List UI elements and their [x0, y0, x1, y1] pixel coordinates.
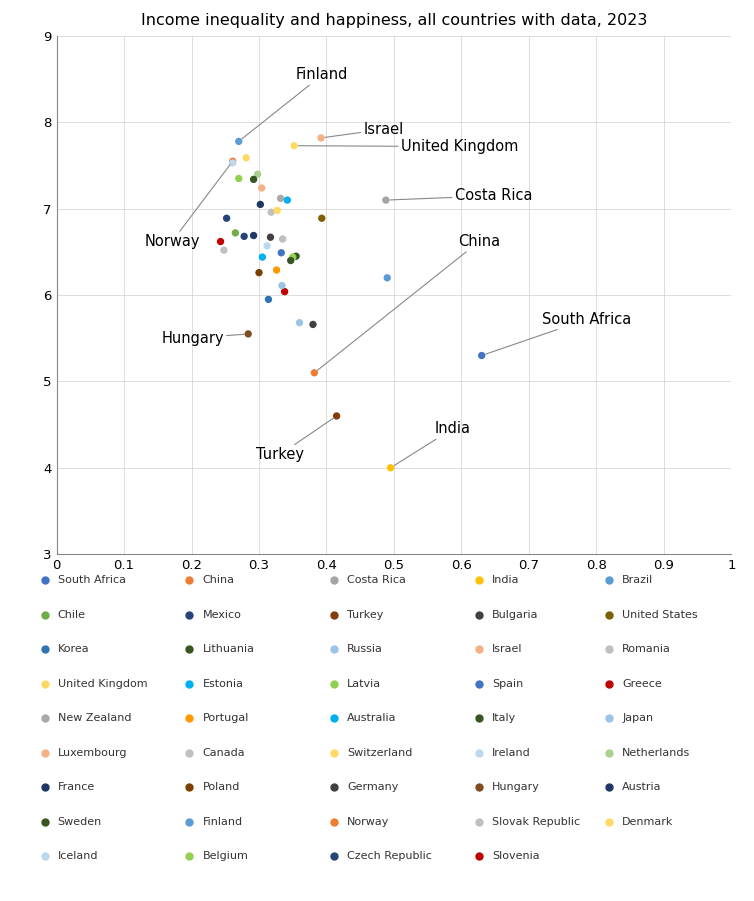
Text: Austria: Austria: [622, 782, 662, 792]
Point: [271, 263, 283, 278]
Point: [274, 191, 287, 205]
Text: Turkey: Turkey: [256, 418, 333, 462]
Text: Estonia: Estonia: [202, 678, 244, 688]
Point: [227, 156, 239, 170]
Text: Latvia: Latvia: [347, 678, 382, 688]
Point: [271, 204, 284, 218]
Point: [214, 234, 226, 249]
Text: Turkey: Turkey: [347, 610, 384, 620]
Point: [288, 139, 300, 153]
Point: [262, 292, 274, 306]
Text: Slovak Republic: Slovak Republic: [492, 817, 580, 827]
Point: [256, 250, 268, 264]
Text: Norway: Norway: [144, 165, 230, 249]
Text: Slovenia: Slovenia: [492, 851, 540, 861]
Text: Romania: Romania: [622, 644, 671, 654]
Text: Sweden: Sweden: [57, 817, 102, 827]
Point: [277, 232, 289, 246]
Text: United Kingdom: United Kingdom: [57, 678, 147, 688]
Point: [242, 327, 254, 341]
Text: India: India: [394, 422, 470, 466]
Point: [315, 131, 327, 145]
Point: [330, 409, 342, 423]
Point: [290, 249, 302, 263]
Text: Greece: Greece: [622, 678, 662, 688]
Text: United Kingdom: United Kingdom: [299, 139, 518, 154]
Point: [385, 460, 397, 475]
Text: Bulgaria: Bulgaria: [492, 610, 538, 620]
Point: [316, 211, 328, 225]
Text: France: France: [57, 782, 95, 792]
Text: Netherlands: Netherlands: [622, 748, 691, 758]
Text: China: China: [317, 234, 500, 370]
Point: [265, 230, 277, 244]
Point: [285, 253, 297, 268]
Text: Spain: Spain: [492, 678, 523, 688]
Text: Italy: Italy: [492, 714, 516, 724]
Text: Israel: Israel: [325, 122, 404, 137]
Point: [247, 172, 259, 187]
Point: [380, 193, 392, 207]
Text: Mexico: Mexico: [202, 610, 241, 620]
Text: Luxembourg: Luxembourg: [57, 748, 127, 758]
Point: [256, 181, 268, 196]
Text: Czech Republic: Czech Republic: [347, 851, 432, 861]
Point: [247, 228, 259, 242]
Title: Income inequality and happiness, all countries with data, 2023: Income inequality and happiness, all cou…: [141, 13, 647, 28]
Text: New Zealand: New Zealand: [57, 714, 131, 724]
Text: South Africa: South Africa: [486, 312, 632, 354]
Point: [275, 246, 287, 260]
Text: Canada: Canada: [202, 748, 245, 758]
Point: [261, 239, 273, 253]
Text: Iceland: Iceland: [57, 851, 98, 861]
Point: [265, 205, 277, 220]
Text: Norway: Norway: [347, 817, 390, 827]
Text: Costa Rica: Costa Rica: [347, 575, 406, 585]
Text: Brazil: Brazil: [622, 575, 654, 585]
Text: Costa Rica: Costa Rica: [390, 188, 532, 204]
Text: Chile: Chile: [57, 610, 86, 620]
Point: [218, 243, 230, 258]
Point: [308, 366, 320, 380]
Text: Finland: Finland: [202, 817, 243, 827]
Text: China: China: [202, 575, 234, 585]
Point: [281, 193, 293, 207]
Text: Poland: Poland: [202, 782, 240, 792]
Point: [221, 211, 233, 225]
Point: [254, 197, 266, 212]
Text: India: India: [492, 575, 520, 585]
Text: Switzerland: Switzerland: [347, 748, 412, 758]
Point: [240, 150, 252, 165]
Text: Israel: Israel: [492, 644, 523, 654]
Point: [279, 285, 291, 299]
Point: [229, 225, 241, 240]
Text: Finland: Finland: [242, 68, 348, 139]
Point: [293, 315, 305, 330]
Text: Ireland: Ireland: [492, 748, 531, 758]
Point: [238, 229, 250, 243]
Point: [253, 266, 265, 280]
Text: Korea: Korea: [57, 644, 89, 654]
Text: Lithuania: Lithuania: [202, 644, 254, 654]
Point: [233, 171, 245, 186]
Text: Russia: Russia: [347, 644, 383, 654]
Point: [276, 278, 288, 293]
Point: [233, 134, 245, 149]
Text: Japan: Japan: [622, 714, 654, 724]
Text: Hungary: Hungary: [492, 782, 540, 792]
Text: Hungary: Hungary: [161, 331, 244, 346]
Text: Germany: Germany: [347, 782, 399, 792]
Point: [382, 270, 394, 285]
Text: United States: United States: [622, 610, 698, 620]
Text: Australia: Australia: [347, 714, 397, 724]
Text: Portugal: Portugal: [202, 714, 249, 724]
Point: [287, 250, 299, 264]
Point: [307, 317, 319, 332]
Text: South Africa: South Africa: [57, 575, 126, 585]
Point: [252, 167, 264, 181]
Point: [227, 154, 239, 168]
Text: Belgium: Belgium: [202, 851, 248, 861]
Point: [476, 349, 488, 363]
Text: Denmark: Denmark: [622, 817, 673, 827]
